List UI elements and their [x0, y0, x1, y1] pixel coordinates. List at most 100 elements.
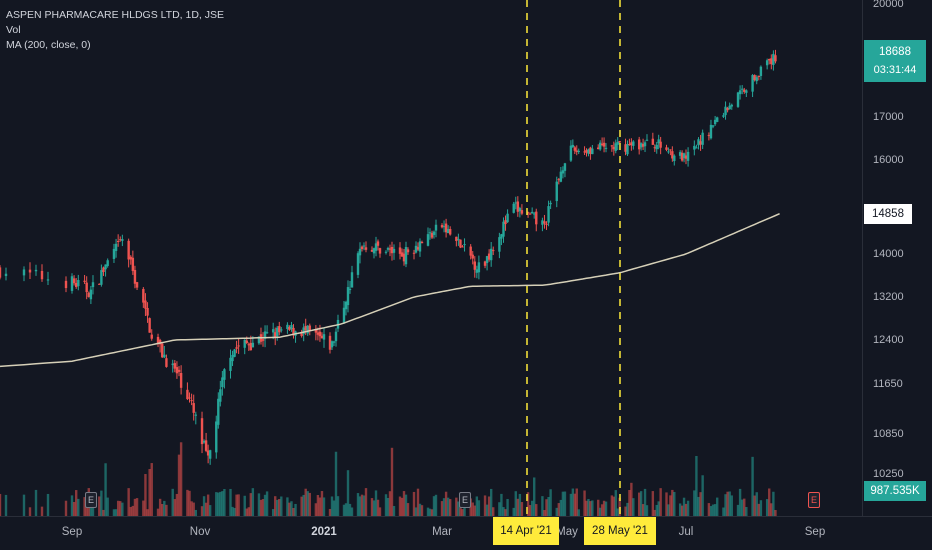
volume-bar [591, 500, 594, 516]
volume-bar [716, 497, 719, 516]
volume-bar [630, 482, 633, 516]
volume-bar [492, 507, 495, 516]
volume-bar [292, 507, 295, 516]
volume-bar [249, 493, 253, 516]
volume-bar [346, 470, 350, 516]
candle-body [271, 329, 275, 333]
volume-bar [192, 502, 195, 516]
volume-bar [657, 501, 660, 516]
volume-bar [64, 500, 68, 516]
candle-body [616, 141, 619, 145]
volume-bar [165, 504, 168, 516]
volume-bar [583, 490, 586, 516]
volume-bar [276, 499, 279, 516]
volume-bar [645, 505, 649, 516]
symbol-title[interactable]: ASPEN PHARMACARE HLDGS LTD, 1D, JSE [6, 9, 225, 21]
candle-body [342, 307, 346, 323]
volume-bar [235, 494, 238, 516]
candle-body [346, 287, 350, 306]
candle-body [585, 149, 588, 153]
candle-body [500, 234, 503, 239]
volume-bar [757, 503, 761, 516]
y-tick-12400: 12400 [873, 334, 904, 346]
volume-legend[interactable]: Vol [6, 24, 21, 36]
volume-bar [161, 504, 164, 516]
candle-body [100, 270, 103, 285]
candle-body [583, 151, 586, 153]
volume-bar [308, 492, 311, 516]
volume-bar [386, 497, 390, 516]
volume-bar [628, 489, 631, 516]
candle-body [233, 349, 236, 357]
candle-body [300, 333, 303, 336]
candle-body [743, 89, 746, 92]
ma-legend[interactable]: MA (200, close, 0) [6, 39, 91, 51]
candle-body [83, 280, 86, 282]
candle-body [360, 246, 364, 250]
volume-bar [518, 493, 522, 516]
volume-bar [610, 495, 614, 516]
volume-bar [738, 488, 742, 516]
candle-body [707, 134, 711, 136]
volume-bar [755, 492, 758, 516]
moving-average-line [0, 213, 780, 368]
volume-bar [378, 507, 382, 516]
volume-bar [475, 496, 479, 516]
volume-bar [320, 491, 324, 516]
candle-body [314, 329, 318, 333]
candle-body [77, 280, 80, 287]
candle-body [89, 289, 93, 300]
volume-bar [624, 506, 627, 516]
volume-bar [575, 488, 578, 516]
y-tick-11650: 11650 [873, 378, 903, 390]
candle-body [0, 267, 2, 278]
candle-body [204, 440, 208, 451]
candle-body [520, 210, 524, 214]
candle-body [400, 252, 404, 257]
volume-bar [770, 503, 773, 516]
candle-body [559, 171, 563, 182]
volume-bar [186, 489, 189, 516]
candle-body [388, 248, 392, 250]
earnings-marker-upcoming[interactable]: E [808, 492, 820, 508]
candle-body [455, 236, 458, 241]
volume-bar [684, 503, 688, 516]
candle-body [418, 241, 422, 252]
volume-bar [231, 506, 234, 516]
volume-bar [374, 490, 378, 516]
chart-legend: ASPEN PHARMACARE HLDGS LTD, 1D, JSE Vol … [6, 8, 224, 53]
volume-bar [304, 488, 307, 516]
volume-bar [695, 455, 698, 516]
volume-bar [121, 502, 124, 516]
candle-body [334, 331, 338, 342]
volume-bar [175, 493, 179, 516]
volume-bar [219, 491, 222, 516]
candle-body [759, 66, 763, 76]
volume-bar [318, 497, 322, 516]
volume-bar [743, 498, 746, 516]
candle-body [378, 248, 382, 254]
volume-bar [322, 497, 326, 516]
candle-body [348, 288, 352, 291]
candle-body [416, 247, 420, 250]
candle-body [602, 142, 606, 147]
volume-bar [119, 501, 122, 516]
volume-bar [360, 494, 364, 516]
volume-bar [541, 496, 544, 516]
volume-bar [526, 492, 530, 516]
candle-body [736, 92, 740, 107]
volume-bar [350, 507, 354, 516]
volume-bar [316, 495, 320, 516]
y-tick-10850: 10850 [873, 428, 904, 440]
volume-bar [286, 497, 289, 516]
earnings-marker[interactable]: E [459, 492, 471, 508]
candle-body [598, 142, 602, 150]
volume-bar [434, 494, 438, 516]
earnings-marker[interactable]: E [85, 492, 97, 508]
candle-body [547, 206, 550, 223]
candle-body [308, 325, 311, 331]
volume-bar [722, 507, 725, 516]
volume-bar [89, 506, 93, 516]
